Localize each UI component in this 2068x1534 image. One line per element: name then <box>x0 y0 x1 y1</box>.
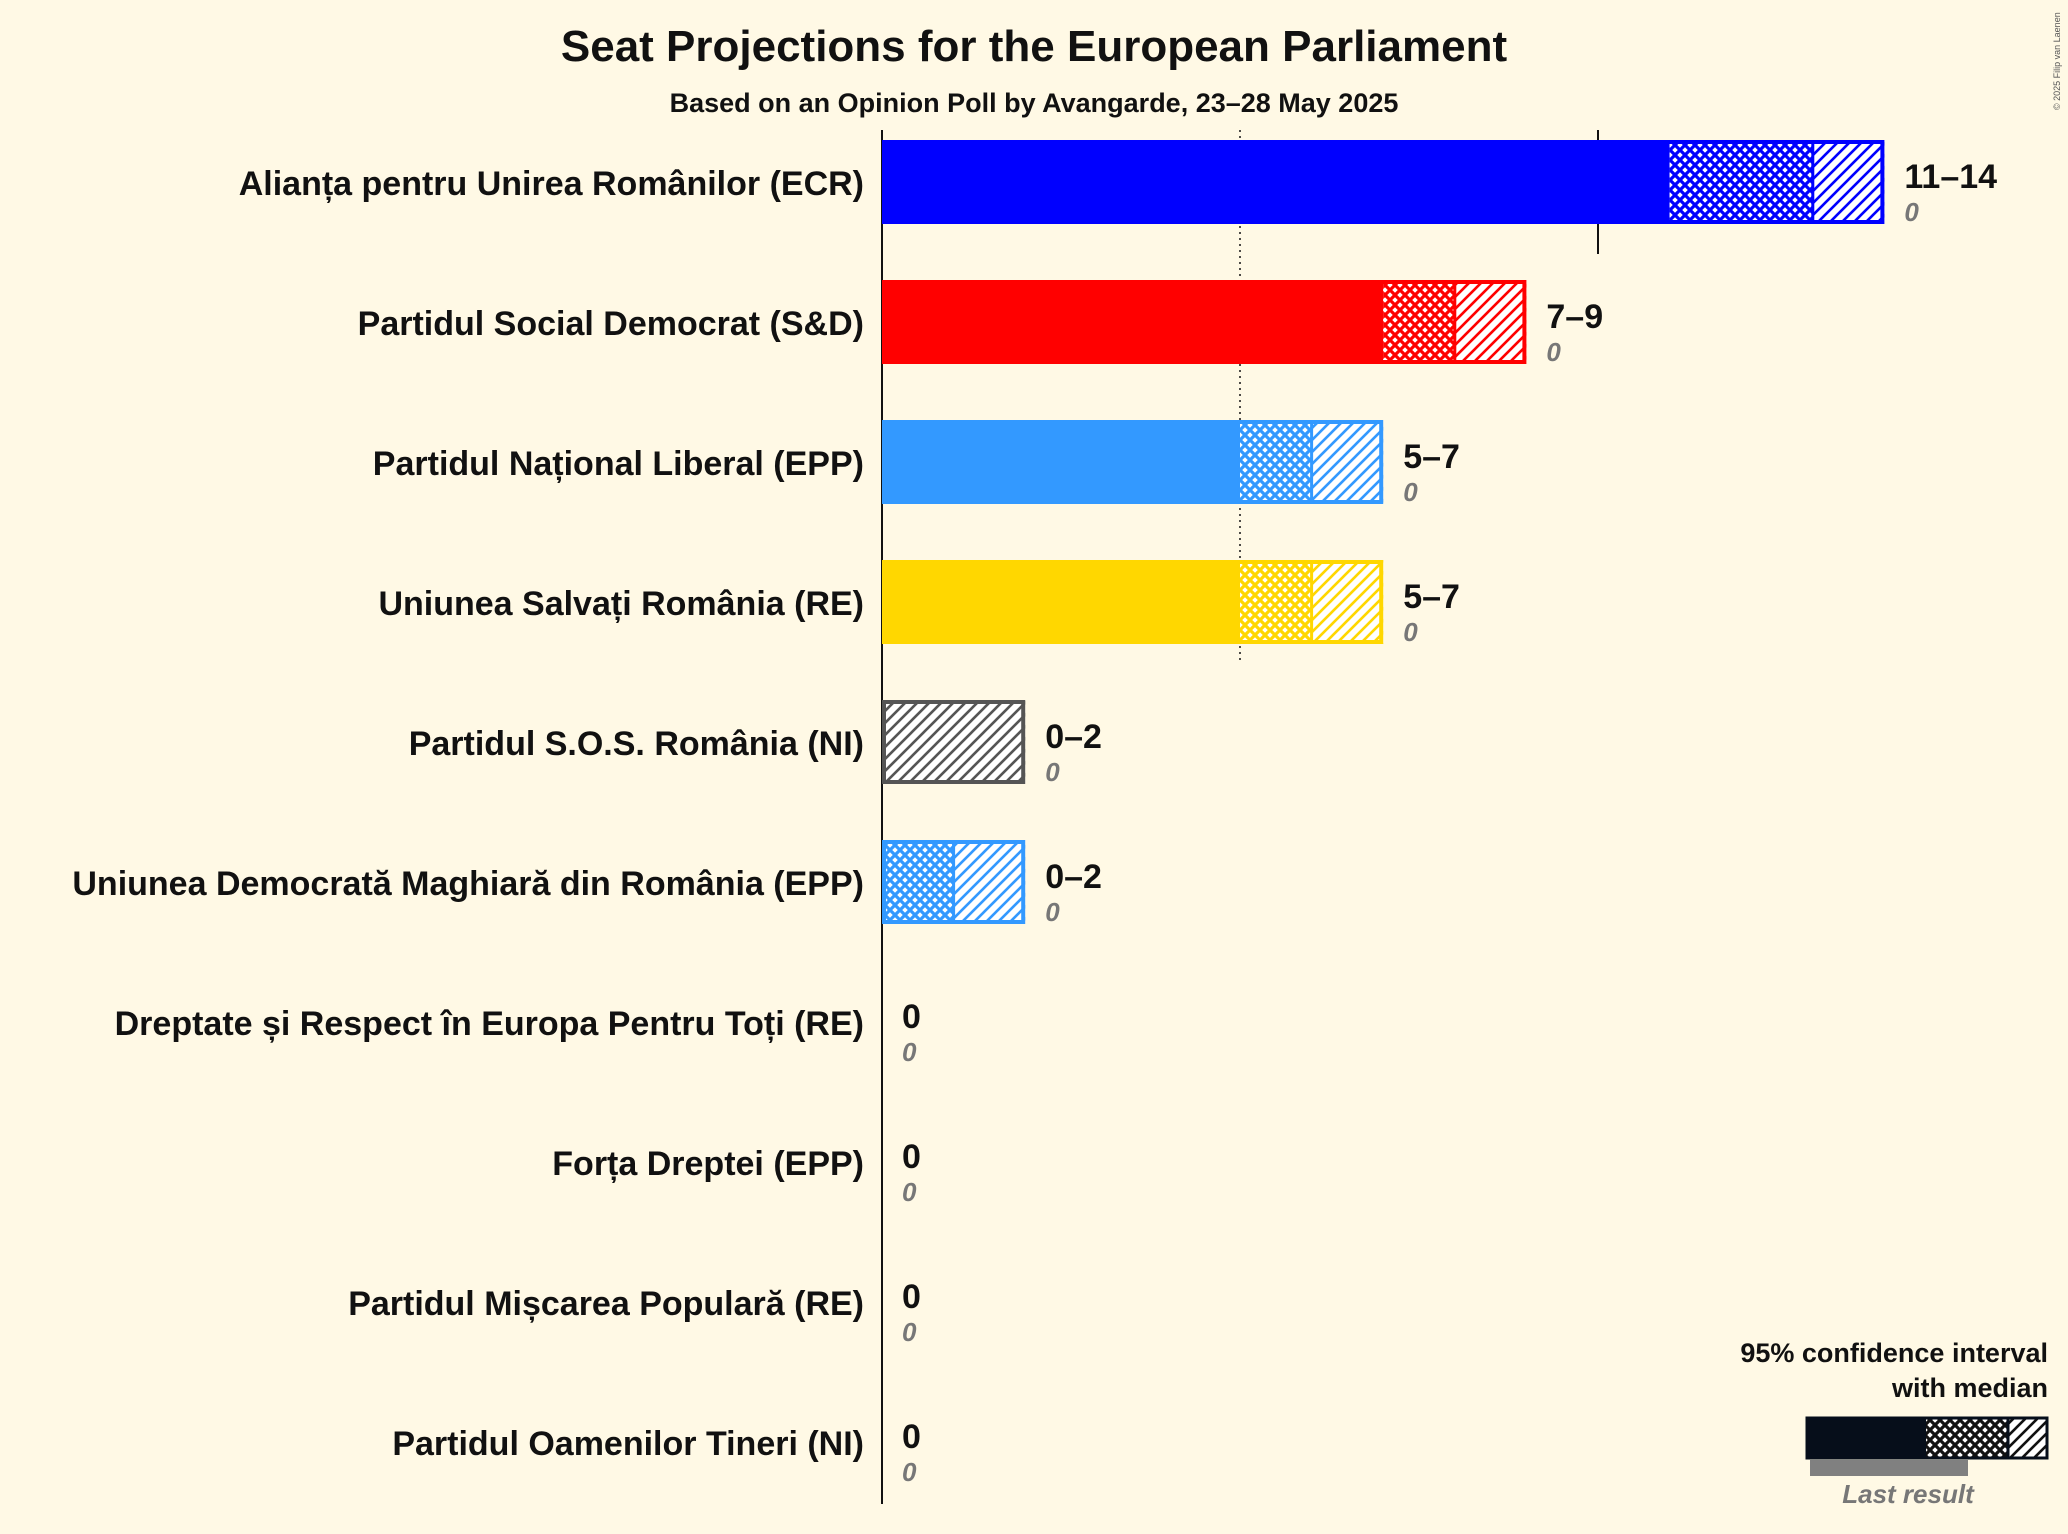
last-result-label: 0 <box>1403 617 1418 647</box>
last-result-label: 0 <box>902 1177 917 1207</box>
range-label: 0 <box>902 1418 921 1456</box>
bar-ci-upper <box>953 840 1026 924</box>
bar-solid <box>882 560 1240 644</box>
party-label: Dreptate și Respect în Europa Pentru Toț… <box>115 1005 864 1043</box>
last-result-label: 0 <box>902 1457 917 1487</box>
range-label: 7–9 <box>1546 298 1603 336</box>
legend-title-line2: with median <box>1891 1373 2048 1403</box>
legend-title: 95% confidence interval with median <box>1740 1336 2048 1406</box>
bar-layer <box>882 140 1885 924</box>
bar-ci-lower <box>1240 560 1312 644</box>
bar-solid <box>882 420 1240 504</box>
label-layer: Alianța pentru Unirea Românilor (ECR) 11–… <box>72 158 1997 1487</box>
range-label: 5–7 <box>1403 438 1460 476</box>
bar-solid <box>882 280 1384 364</box>
range-label: 5–7 <box>1403 578 1460 616</box>
bar-ci-lower <box>1383 280 1455 364</box>
bar-ci-upper <box>882 700 1026 784</box>
legend-last-result-label: Last result <box>1842 1479 1974 1509</box>
bar-ci-upper <box>1812 140 1885 224</box>
bar-ci-lower <box>1240 420 1312 504</box>
range-label: 0 <box>902 1138 921 1176</box>
party-label: Forța Dreptei (EPP) <box>552 1145 864 1183</box>
bar-outline <box>882 700 1026 784</box>
last-result-label: 0 <box>1546 337 1561 367</box>
party-label: Alianța pentru Unirea Românilor (ECR) <box>239 165 864 203</box>
last-result-label: 0 <box>1045 757 1060 787</box>
party-label: Uniunea Salvați România (RE) <box>378 585 864 623</box>
party-label: Partidul Național Liberal (EPP) <box>373 445 864 483</box>
party-label: Partidul S.O.S. România (NI) <box>409 725 864 763</box>
last-result-label: 0 <box>902 1317 917 1347</box>
legend-ci-upper <box>2008 1417 2048 1459</box>
bar-outline <box>882 280 1527 364</box>
last-result-label: 0 <box>1045 897 1060 927</box>
party-label: Uniunea Democrată Maghiară din România (… <box>72 865 864 903</box>
last-result-label: 0 <box>1403 477 1418 507</box>
chart-subtitle: Based on an Opinion Poll by Avangarde, 2… <box>669 88 1399 118</box>
bar-ci-upper <box>1311 420 1384 504</box>
legend-ci-lower <box>1926 1417 2008 1459</box>
party-label: Partidul Oamenilor Tineri (NI) <box>392 1425 864 1463</box>
range-label: 11–14 <box>1904 158 1997 196</box>
bar-outline <box>882 560 1384 644</box>
legend-layer <box>1805 1416 2049 1476</box>
legend-outline <box>1805 1416 2049 1460</box>
legend-title-line1: 95% confidence interval <box>1740 1338 2048 1368</box>
bar-ci-upper <box>1311 560 1384 644</box>
bar-solid <box>882 140 1670 224</box>
party-label: Partidul Social Democrat (S&D) <box>358 305 864 343</box>
bar-outline <box>882 420 1384 504</box>
range-label: 0–2 <box>1045 718 1102 756</box>
range-label: 0 <box>902 1278 921 1316</box>
range-label: 0 <box>902 998 921 1036</box>
legend-solid <box>1806 1417 1926 1459</box>
last-result-label: 0 <box>1904 197 1919 227</box>
last-result-label: 0 <box>902 1037 917 1067</box>
bar-ci-lower <box>882 840 954 924</box>
chart-title: Seat Projections for the European Parlia… <box>560 22 1508 71</box>
legend-last-result-bar <box>1810 1460 1968 1476</box>
bar-outline <box>882 140 1885 224</box>
bar-ci-upper <box>1454 280 1527 364</box>
range-label: 0–2 <box>1045 858 1102 896</box>
bar-ci-lower <box>1669 140 1813 224</box>
party-label: Partidul Mișcarea Populară (RE) <box>348 1285 864 1323</box>
